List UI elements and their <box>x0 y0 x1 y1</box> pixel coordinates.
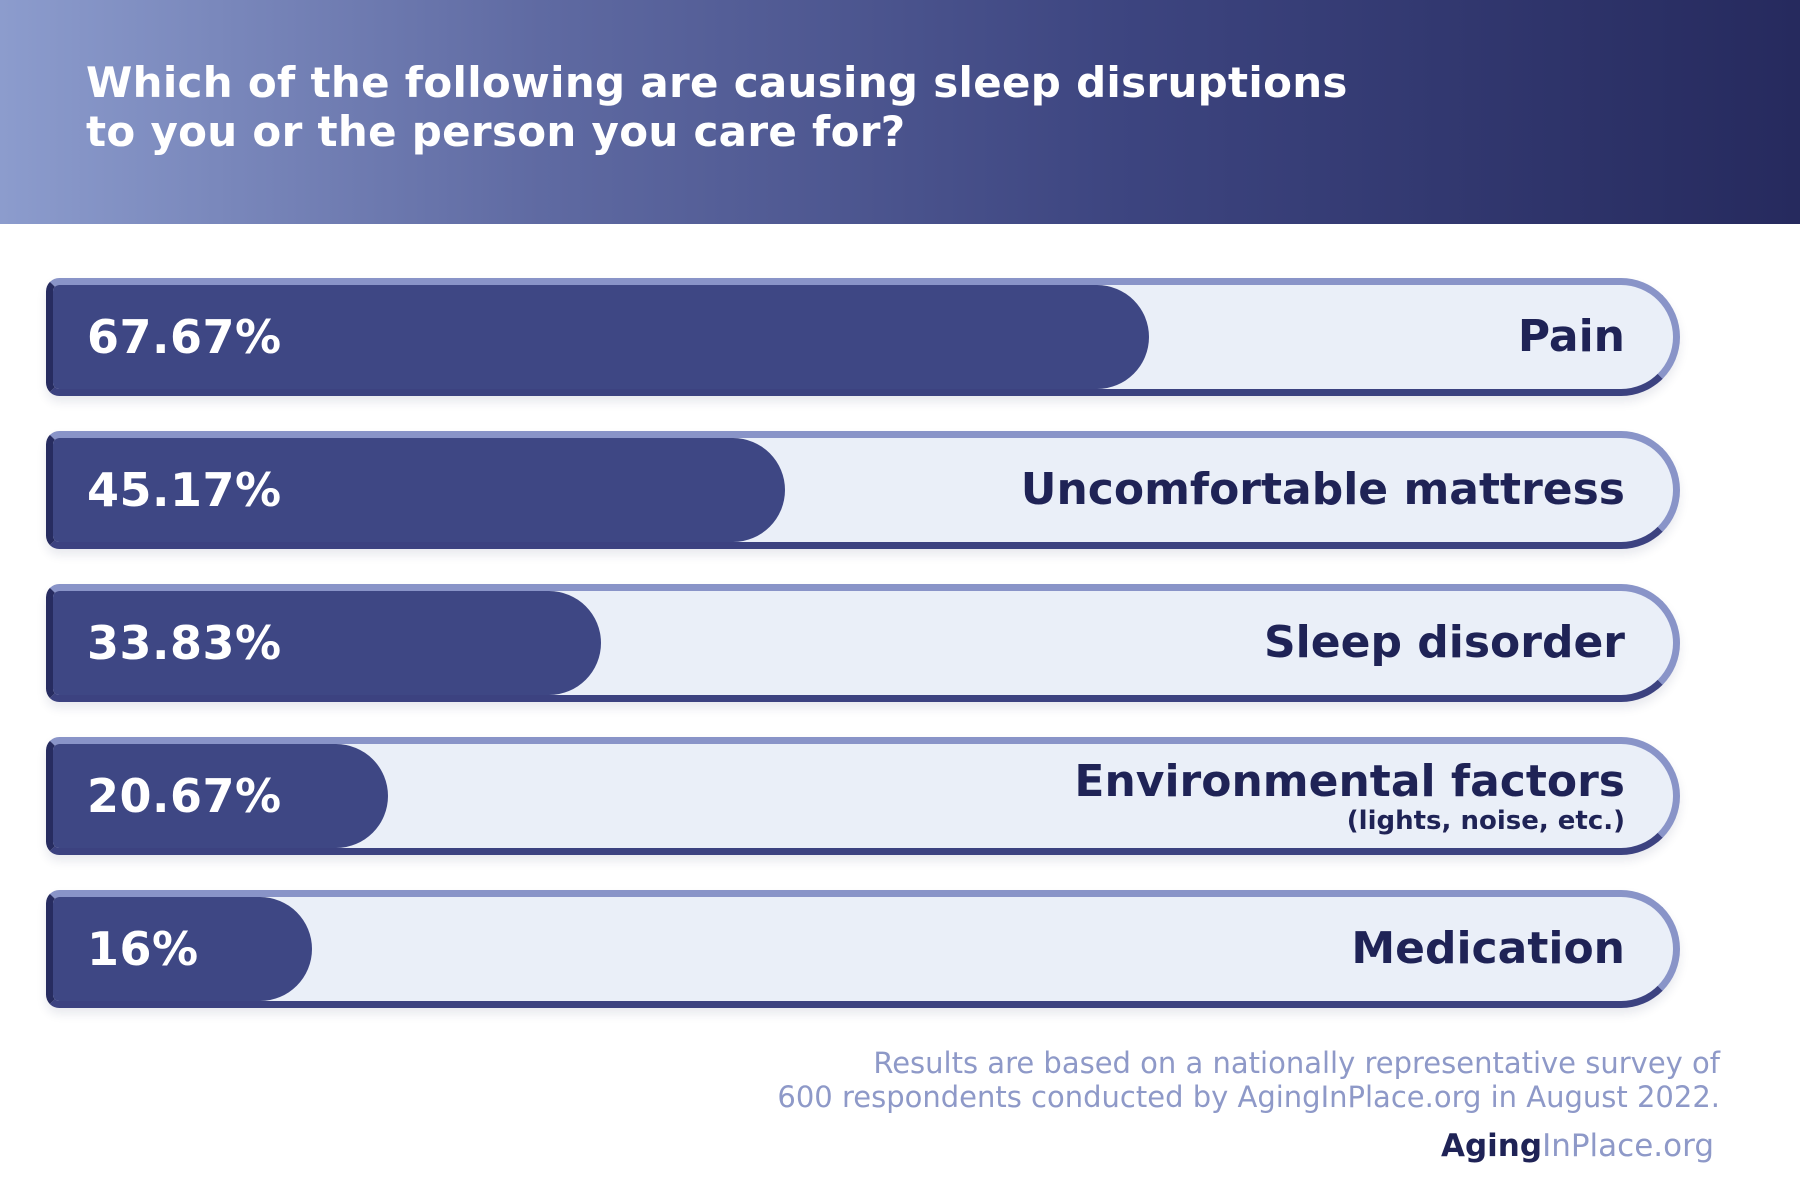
bar-track: 16% Medication <box>46 890 1680 1008</box>
bar-track: 20.67% Environmental factors (lights, nois… <box>46 737 1680 855</box>
bar-category-label: Medication <box>1351 923 1625 974</box>
bar-fill <box>53 897 312 1001</box>
bar-category-sublabel: (lights, noise, etc.) <box>1346 806 1625 836</box>
bar-fill <box>53 285 1149 389</box>
bar-fill <box>53 744 388 848</box>
bar-category-label: Sleep disorder <box>1263 617 1625 668</box>
brand-part-aging: Aging <box>1441 1128 1543 1164</box>
bar-value-label: 33.83% <box>87 616 282 670</box>
bar-value-label: 20.67% <box>87 769 282 823</box>
chart-title: Which of the following are causing sleep… <box>86 58 1486 156</box>
bar-category-group: Pain <box>1518 285 1625 389</box>
bar-category-label: Uncomfortable mattress <box>1020 464 1625 515</box>
bar-fill <box>53 591 601 695</box>
bar-category-group: Medication <box>1351 897 1625 1001</box>
bar-value-label: 45.17% <box>87 463 282 517</box>
bar-track: 67.67% Pain <box>46 278 1680 396</box>
bar-category-group: Uncomfortable mattress <box>1021 438 1625 542</box>
header-banner: Which of the following are causing sleep… <box>0 0 1800 224</box>
bar-value-label: 16% <box>87 922 199 976</box>
bar-category-label: Environmental factors <box>1074 756 1625 807</box>
brand-part-inplace: InPlace <box>1542 1128 1654 1164</box>
footnote-line-2: 600 respondents conducted by AgingInPlac… <box>777 1080 1720 1114</box>
survey-footnote: Results are based on a nationally repres… <box>777 1046 1720 1114</box>
bar-track: 45.17% Uncomfortable mattress <box>46 431 1680 549</box>
bar-category-group: Sleep disorder <box>1264 591 1625 695</box>
chart-title-line-1: Which of the following are causing sleep… <box>86 58 1348 107</box>
brand-logo: AgingInPlace.org <box>1441 1128 1714 1164</box>
bar-value-label: 67.67% <box>87 310 282 364</box>
bar-track: 33.83% Sleep disorder <box>46 584 1680 702</box>
bar-category-group: Environmental factors (lights, noise, etc… <box>1074 744 1625 848</box>
chart-title-line-2: to you or the person you care for? <box>86 107 906 156</box>
bar-fill <box>53 438 785 542</box>
brand-part-org: .org <box>1653 1128 1714 1164</box>
footnote-line-1: Results are based on a nationally repres… <box>873 1046 1720 1080</box>
bar-category-label: Pain <box>1517 311 1625 362</box>
